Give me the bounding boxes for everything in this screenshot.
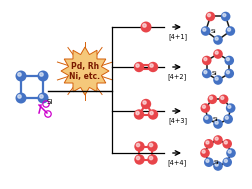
Text: Si: Si [212,117,217,122]
Circle shape [202,105,205,108]
Circle shape [140,99,151,109]
Circle shape [142,24,146,27]
Circle shape [212,49,222,59]
Circle shape [140,22,151,33]
Circle shape [133,62,144,72]
Circle shape [214,163,217,166]
Circle shape [212,75,222,85]
Circle shape [218,94,228,104]
Circle shape [136,156,139,160]
Circle shape [142,101,146,104]
Circle shape [212,161,222,171]
Circle shape [201,69,211,78]
Circle shape [203,157,213,167]
Text: Ni, etc.: Ni, etc. [69,71,100,81]
Circle shape [15,92,26,104]
Circle shape [203,58,206,61]
Text: Si: Si [210,29,215,33]
Circle shape [214,121,217,124]
Circle shape [134,141,144,152]
Text: Si: Si [211,71,216,76]
Circle shape [201,56,211,65]
Circle shape [203,71,206,74]
Circle shape [18,73,21,76]
Circle shape [226,71,229,74]
Circle shape [220,96,223,99]
Circle shape [207,94,216,104]
Circle shape [149,143,152,147]
Circle shape [225,148,235,158]
Circle shape [225,103,235,113]
Text: [4+1]: [4+1] [167,33,186,40]
Circle shape [226,58,229,61]
Circle shape [201,150,204,153]
Circle shape [225,26,234,36]
Circle shape [136,143,139,147]
Circle shape [223,114,232,124]
Circle shape [134,154,144,165]
Circle shape [224,56,233,65]
Circle shape [199,148,209,158]
Circle shape [202,114,212,124]
Circle shape [209,96,212,99]
Circle shape [212,135,222,145]
Circle shape [227,150,230,153]
Circle shape [207,14,210,17]
Circle shape [133,109,144,120]
Circle shape [224,141,227,144]
Circle shape [214,77,217,80]
Circle shape [37,92,48,104]
Circle shape [200,26,210,36]
Circle shape [227,105,230,108]
Text: Si: Si [47,99,53,105]
Circle shape [220,12,230,21]
Text: [4+3]: [4+3] [167,117,186,124]
Circle shape [214,37,217,40]
Circle shape [149,64,153,67]
Text: Pd, Rh: Pd, Rh [71,63,99,71]
Circle shape [212,119,222,129]
Circle shape [15,70,26,81]
Circle shape [214,51,217,54]
Circle shape [227,28,230,31]
Text: [4+4]: [4+4] [167,159,186,166]
Circle shape [222,14,225,17]
Circle shape [224,159,227,162]
Text: [4+2]: [4+2] [167,73,186,80]
Circle shape [135,111,139,115]
Circle shape [147,109,158,120]
Circle shape [147,141,157,152]
Circle shape [205,159,208,162]
Circle shape [203,139,213,149]
Circle shape [222,157,231,167]
Polygon shape [61,47,109,95]
Circle shape [147,62,158,72]
Circle shape [214,137,217,140]
Circle shape [212,35,222,45]
Circle shape [222,139,231,149]
Circle shape [135,64,139,67]
Circle shape [224,69,233,78]
Circle shape [37,70,48,81]
Circle shape [205,141,208,144]
Text: Si: Si [213,160,218,165]
Circle shape [149,111,153,115]
Circle shape [18,95,21,98]
Circle shape [40,73,43,76]
Circle shape [40,95,43,98]
Circle shape [147,154,157,165]
Circle shape [149,156,152,160]
Circle shape [200,103,209,113]
Circle shape [205,12,214,21]
Circle shape [202,28,205,31]
Circle shape [224,116,228,119]
Circle shape [204,116,207,119]
